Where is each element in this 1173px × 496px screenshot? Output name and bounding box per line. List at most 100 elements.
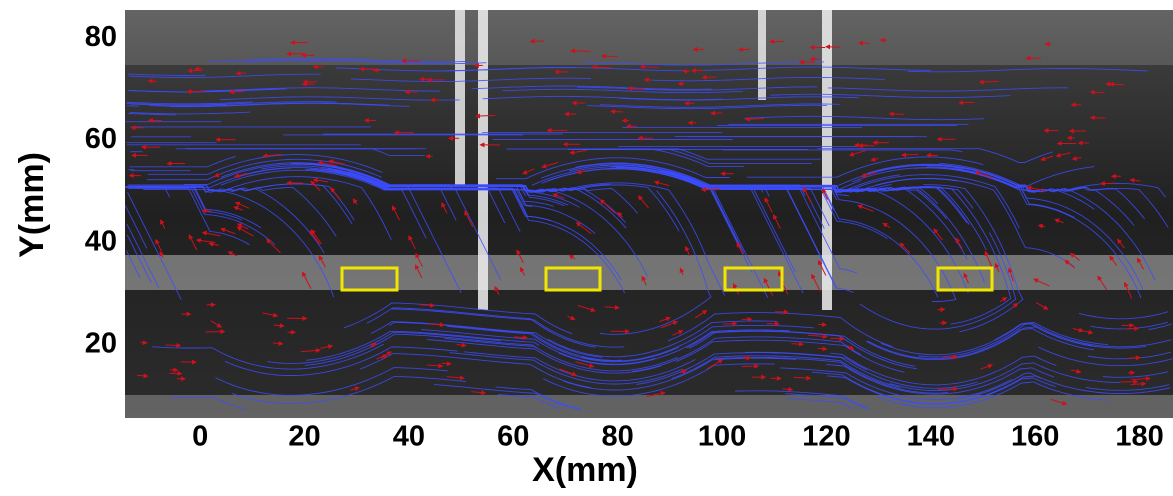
- streamline: [124, 205, 148, 249]
- streamline: [463, 351, 696, 382]
- velocity-arrow: [811, 273, 821, 292]
- streamline: [495, 157, 730, 180]
- velocity-arrow: [1055, 152, 1071, 158]
- velocity-arrow: [591, 64, 612, 70]
- streamline: [644, 76, 885, 82]
- y-tick-label: 80: [85, 21, 117, 53]
- streamline: [128, 185, 171, 198]
- streamline: [543, 363, 775, 397]
- velocity-arrow: [599, 199, 616, 214]
- x-tick-label: 80: [602, 421, 634, 453]
- streamline: [219, 96, 460, 101]
- x-tick-label: 140: [907, 421, 955, 453]
- bottom-band: [125, 395, 1173, 418]
- velocity-arrow: [1026, 185, 1046, 192]
- y-tick-label: 20: [85, 328, 117, 360]
- streamline: [506, 148, 744, 167]
- velocity-arrow: [1012, 302, 1019, 308]
- velocity-arrow: [233, 206, 243, 211]
- velocity-arrow: [471, 390, 487, 396]
- velocity-arrow: [552, 193, 565, 199]
- velocity-arrow: [818, 259, 827, 276]
- velocity-arrow: [1136, 257, 1144, 270]
- streamline: [734, 390, 870, 410]
- streamline: [267, 331, 501, 364]
- background: [125, 10, 1173, 418]
- velocity-arrow: [1007, 267, 1014, 282]
- velocity-arrow: [352, 198, 358, 205]
- streamline: [495, 386, 582, 410]
- streamline: [125, 250, 141, 278]
- velocity-arrow: [520, 266, 525, 276]
- velocity-arrow: [302, 271, 312, 290]
- streamline: [1085, 384, 1170, 391]
- velocity-arrow: [228, 89, 244, 95]
- velocity-arrow: [791, 341, 805, 347]
- velocity-arrow: [1105, 81, 1122, 87]
- streamline: [817, 148, 1054, 163]
- wall: [455, 10, 465, 185]
- velocity-arrow: [937, 386, 959, 392]
- velocity-arrow: [900, 152, 919, 158]
- streamline: [426, 339, 662, 374]
- streamline: [127, 73, 206, 76]
- streamline: [830, 352, 1057, 386]
- velocity-arrow: [870, 156, 879, 162]
- velocity-arrow: [318, 255, 326, 268]
- streamline: [714, 356, 949, 394]
- streamline: [1078, 311, 1169, 320]
- velocity-arrow: [984, 250, 993, 269]
- velocity-arrow: [604, 305, 620, 311]
- streamline: [1102, 371, 1169, 378]
- streamline: [220, 169, 427, 239]
- velocity-arrow: [672, 330, 684, 336]
- streamline: [867, 328, 1095, 360]
- velocity-arrow: [419, 302, 435, 308]
- velocity-arrow: [1040, 155, 1054, 162]
- streamline: [548, 168, 745, 254]
- velocity-arrow: [317, 160, 337, 167]
- velocity-arrow: [803, 186, 812, 203]
- velocity-arrow: [980, 363, 993, 370]
- velocity-arrow: [359, 66, 374, 72]
- velocity-arrow: [1037, 223, 1046, 229]
- streamline: [231, 375, 467, 405]
- streamline: [691, 66, 932, 71]
- streamline: [964, 167, 1156, 281]
- streamline: [360, 353, 592, 389]
- streamline: [224, 346, 458, 376]
- streamline: [126, 234, 152, 284]
- piv-image: [125, 10, 1173, 418]
- streamline: [446, 325, 679, 363]
- streamline: [434, 187, 626, 294]
- velocity-arrow: [1129, 177, 1141, 183]
- light-band: [125, 255, 1173, 290]
- velocity-arrow: [821, 188, 829, 200]
- velocity-arrow: [722, 321, 738, 327]
- velocity-arrow: [165, 342, 182, 348]
- velocity-arrow: [328, 159, 345, 165]
- streamline: [497, 393, 562, 410]
- streamline: [787, 398, 853, 409]
- streamline: [586, 104, 827, 110]
- wall: [822, 10, 832, 310]
- velocity-arrow: [882, 222, 891, 229]
- wall: [478, 10, 488, 310]
- streamline: [502, 88, 743, 94]
- streamline: [446, 66, 687, 72]
- streamline: [147, 158, 382, 181]
- velocity-arrow: [576, 169, 586, 175]
- velocity-arrow: [381, 354, 388, 360]
- streamline: [744, 351, 978, 389]
- velocity-arrow: [155, 238, 163, 252]
- velocity-arrow: [1072, 327, 1084, 333]
- velocity-arrow: [205, 329, 226, 335]
- velocity-arrow: [312, 177, 329, 183]
- velocity-arrow: [1109, 255, 1118, 266]
- streamline: [1037, 346, 1173, 367]
- streamline: [563, 357, 797, 391]
- velocity-arrow: [319, 344, 334, 350]
- y-tick-label: 40: [85, 225, 117, 257]
- velocity-arrow: [653, 180, 670, 187]
- velocity-arrow: [541, 161, 559, 169]
